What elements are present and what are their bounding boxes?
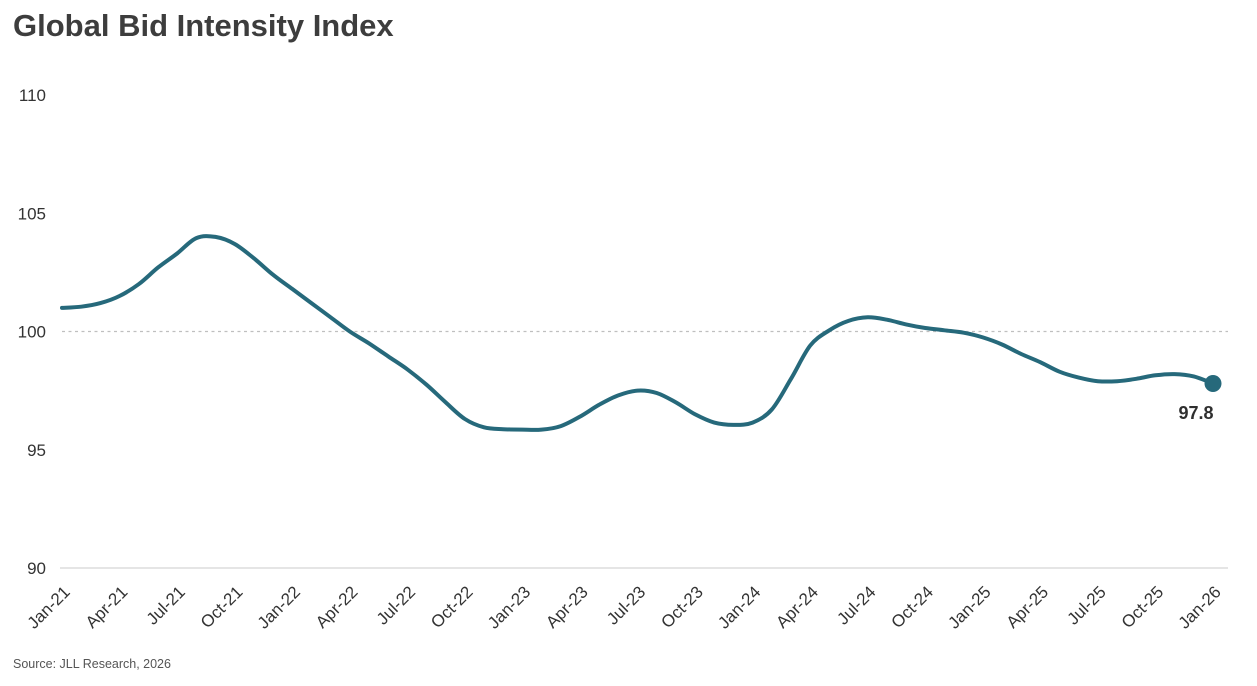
x-tick-label: Apr-23: [542, 582, 592, 632]
x-tick-label: Oct-22: [427, 582, 477, 632]
x-tick-label: Jan-22: [254, 582, 304, 632]
x-tick-label: Apr-25: [1003, 582, 1053, 632]
x-tick-label: Oct-25: [1118, 582, 1168, 632]
x-tick-label: Apr-22: [312, 582, 362, 632]
source-note: Source: JLL Research, 2026: [13, 657, 171, 671]
chart-title: Global Bid Intensity Index: [13, 8, 394, 43]
x-tick-label: Oct-21: [197, 582, 247, 632]
x-tick-label: Jan-21: [24, 582, 74, 632]
x-tick-label: Jul-25: [1064, 582, 1110, 628]
x-tick-label: Oct-24: [888, 582, 938, 632]
x-tick-label: Apr-24: [772, 582, 822, 632]
x-tick-label: Jan-26: [1175, 582, 1225, 632]
x-tick-label: Oct-23: [657, 582, 707, 632]
x-tick-label: Jan-23: [484, 582, 534, 632]
x-tick-label: Jul-23: [603, 582, 649, 628]
end-value-label: 97.8: [1178, 403, 1213, 423]
x-tick-label: Jan-25: [944, 582, 994, 632]
x-tick-label: Jul-21: [143, 582, 189, 628]
x-tick-label: Jan-24: [714, 582, 764, 632]
y-tick-label: 90: [27, 559, 46, 578]
y-tick-label: 95: [27, 441, 46, 460]
y-tick-label: 105: [18, 204, 46, 223]
trend-line: [60, 234, 1215, 432]
y-tick-label: 100: [18, 323, 46, 342]
x-tick-label: Jul-24: [833, 582, 879, 628]
y-tick-label: 110: [19, 86, 46, 105]
end-point-marker: [1204, 375, 1222, 393]
x-tick-label: Apr-21: [82, 582, 132, 632]
x-tick-label: Jul-22: [373, 582, 419, 628]
